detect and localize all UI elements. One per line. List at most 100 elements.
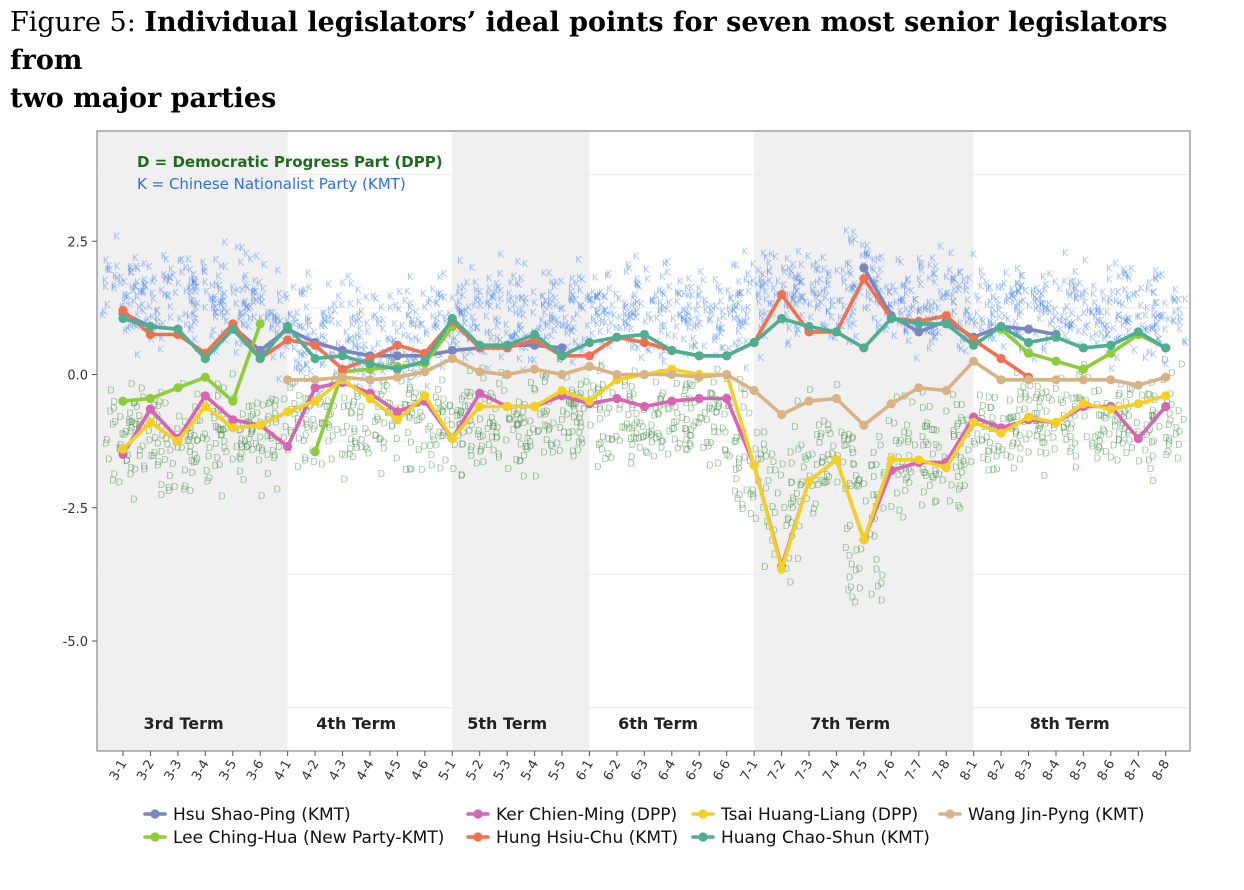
dpp-point: D	[442, 456, 450, 467]
kmt-point: K	[900, 296, 907, 307]
kmt-point: K	[332, 306, 339, 317]
kmt-point: K	[134, 264, 141, 275]
data-point	[1023, 324, 1034, 334]
kmt-point: K	[767, 276, 774, 287]
dpp-point: D	[303, 406, 311, 417]
dpp-point: D	[281, 395, 289, 406]
kmt-point: K	[486, 284, 493, 295]
legend-label: Lee Ching-Hua (New Party-KMT)	[173, 828, 444, 848]
kmt-point: K	[131, 320, 138, 331]
kmt-point: K	[926, 273, 933, 284]
kmt-point: K	[863, 248, 870, 259]
kmt-point: K	[587, 295, 594, 306]
kmt-point: K	[356, 341, 363, 352]
kmt-point: K	[585, 321, 592, 332]
kmt-point: K	[958, 345, 965, 356]
kmt-point: K	[150, 294, 157, 305]
kmt-point: K	[358, 307, 365, 318]
data-point	[969, 340, 979, 350]
kmt-point: K	[1095, 304, 1102, 315]
kmt-point: K	[287, 310, 294, 321]
kmt-point: K	[995, 301, 1002, 312]
kmt-point: K	[648, 315, 655, 326]
kmt-point: K	[786, 324, 793, 335]
kmt-point: K	[352, 342, 359, 353]
data-point	[1078, 343, 1088, 353]
dpp-point: D	[983, 433, 991, 444]
kmt-point: K	[298, 367, 305, 378]
dpp-point: D	[703, 438, 711, 449]
kmt-point: K	[186, 312, 193, 323]
kmt-point: K	[450, 337, 457, 348]
data-point	[283, 335, 293, 345]
dpp-point: D	[681, 424, 689, 435]
kmt-point: K	[916, 254, 923, 265]
dpp-point: D	[788, 459, 796, 470]
dpp-point: D	[109, 419, 117, 430]
dpp-point: D	[871, 531, 879, 542]
dpp-point: D	[493, 434, 501, 445]
dpp-point: D	[741, 452, 749, 463]
kmt-point: K	[1052, 305, 1059, 316]
kmt-point: K	[1002, 311, 1009, 322]
dpp-point: D	[329, 431, 337, 442]
data-point	[831, 393, 842, 404]
dpp-point: D	[309, 415, 317, 426]
dpp-point: D	[1005, 415, 1013, 426]
dpp-point: D	[109, 475, 117, 486]
dpp-point: D	[954, 501, 962, 512]
dpp-point: D	[958, 468, 966, 479]
dpp-point: D	[306, 402, 314, 413]
kmt-point: K	[662, 259, 669, 270]
kmt-point: K	[128, 264, 135, 275]
kmt-point: K	[1128, 264, 1135, 275]
kmt-point: K	[686, 301, 693, 312]
dpp-point: D	[380, 378, 388, 389]
kmt-point: K	[1134, 289, 1141, 300]
dpp-point: D	[841, 431, 849, 442]
dpp-point: D	[772, 466, 780, 477]
kmt-point: K	[212, 308, 219, 319]
dpp-point: D	[238, 435, 246, 446]
kmt-point: K	[792, 289, 799, 300]
kmt-point: K	[540, 300, 547, 311]
dpp-point: D	[782, 521, 790, 532]
kmt-point: K	[520, 311, 527, 322]
kmt-point: K	[192, 335, 199, 346]
kmt-point: K	[458, 310, 465, 321]
kmt-point: K	[686, 323, 693, 334]
dpp-point: D	[465, 426, 473, 437]
kmt-point: K	[457, 256, 464, 267]
dpp-point: D	[953, 422, 961, 433]
kmt-point: K	[485, 289, 492, 300]
dpp-point: D	[998, 445, 1006, 456]
kmt-point: K	[927, 327, 934, 338]
kmt-point: K	[474, 292, 481, 303]
kmt-point: K	[1042, 307, 1049, 318]
kmt-point: K	[1142, 325, 1149, 336]
dpp-point: D	[154, 461, 162, 472]
kmt-point: K	[569, 274, 576, 285]
kmt-point: K	[305, 331, 312, 342]
kmt-point: K	[497, 335, 504, 346]
kmt-point: K	[1012, 317, 1019, 328]
dpp-point: D	[238, 442, 246, 453]
kmt-point: K	[316, 335, 323, 346]
kmt-point: K	[298, 289, 305, 300]
dpp-point: D	[855, 476, 863, 487]
kmt-point: K	[784, 310, 791, 321]
dpp-point: D	[358, 402, 366, 413]
kmt-point: K	[636, 282, 643, 293]
data-point	[475, 388, 485, 398]
dpp-point: D	[317, 384, 325, 395]
kmt-point: K	[485, 297, 492, 308]
kmt-point: K	[945, 289, 952, 300]
kmt-point: K	[372, 310, 379, 321]
dpp-point: D	[406, 385, 414, 396]
dpp-point: D	[995, 447, 1003, 458]
dpp-point: D	[892, 436, 900, 447]
dpp-point: D	[531, 385, 539, 396]
data-point	[667, 369, 677, 380]
dpp-point: D	[824, 450, 832, 461]
kmt-point: K	[715, 283, 722, 294]
